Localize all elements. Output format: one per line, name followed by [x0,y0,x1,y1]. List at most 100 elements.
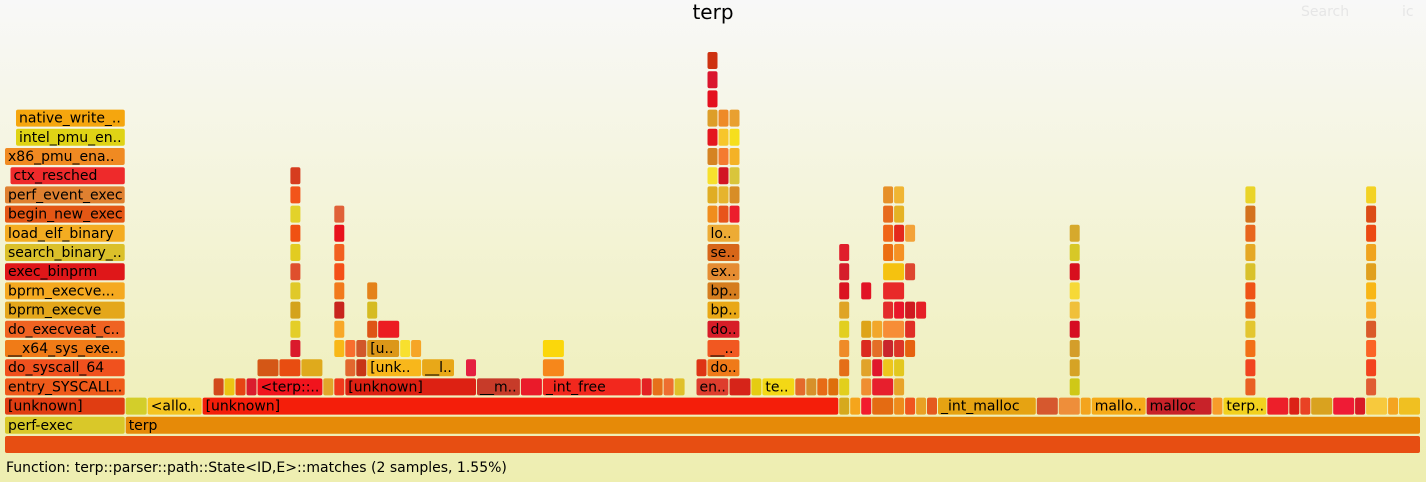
flame-frame-rect[interactable] [707,224,740,242]
flame-frame[interactable] [883,263,905,281]
flame-frame-rect[interactable] [707,186,718,204]
flame-frame[interactable] [883,244,894,261]
flame-frame[interactable]: __memmove_avx_unaligned_erms __m.. [477,378,520,396]
flame-frame[interactable] [905,397,916,415]
flame-frame-rect[interactable] [334,244,345,261]
flame-frame[interactable]: [unknown][unknown] [345,378,476,396]
flame-frame-rect[interactable] [257,359,279,377]
flame-frame-rect[interactable] [1300,397,1311,415]
flame-frame[interactable] [1058,397,1080,415]
flame-frame[interactable]: ctx_reschedctx_resched [10,167,125,185]
flame-frame-rect[interactable] [707,359,740,377]
flame-frame-rect[interactable] [334,340,345,357]
flame-frame-rect[interactable] [707,263,740,281]
flame-frame[interactable]: bprm_execve.part.0bp.. [707,301,740,319]
flame-frame-rect[interactable] [839,282,850,300]
flame-frame-rect[interactable] [707,71,718,89]
flame-frame[interactable]: search_binary_handlersearch_binary_.. [5,244,125,261]
flame-frame-rect[interactable] [1069,359,1080,377]
flame-frame[interactable] [817,378,828,396]
flame-frame[interactable] [1245,224,1256,242]
flame-frame-rect[interactable] [520,378,542,396]
flame-frame[interactable] [850,397,861,415]
flame-frame[interactable] [1069,378,1080,396]
flame-frame[interactable] [1245,378,1256,396]
flame-frame[interactable] [367,320,378,338]
flame-frame[interactable]: <terp::parser::path::Path<ID> as core::c… [257,378,323,396]
flame-frame[interactable]: native_write_msrnative_write_.. [16,109,125,127]
flame-frame-rect[interactable] [905,397,916,415]
flame-frame-rect[interactable] [762,378,795,396]
flame-frame[interactable] [290,205,301,223]
flame-frame-rect[interactable] [1245,244,1256,261]
flame-frame[interactable] [367,282,378,300]
flame-frame[interactable] [861,340,872,357]
flame-frame-rect[interactable] [916,301,927,319]
flame-frame[interactable] [641,378,652,396]
flame-frame-rect[interactable] [674,378,685,396]
flame-frame-rect[interactable] [839,378,850,396]
flame-frame[interactable] [707,128,718,146]
flame-frame[interactable] [1245,186,1256,204]
flame-frame-rect[interactable] [751,378,762,396]
flame-frame[interactable]: search_binary_handlerse.. [707,244,740,261]
flame-frame-rect[interactable] [663,378,674,396]
flame-frame-rect[interactable] [1366,224,1377,242]
flame-frame[interactable] [1333,397,1355,415]
search-button[interactable]: Search [1301,4,1350,20]
flame-frame-rect[interactable] [894,340,905,357]
flame-frame-rect[interactable] [872,378,894,396]
flame-frame[interactable]: load_elf_binaryload_elf_binary [5,224,125,242]
flame-frame[interactable]: _int_malloc _int_malloc [938,397,1036,415]
flame-frame[interactable]: do_syscall_64do_syscall_64 [5,359,125,377]
flame-frame[interactable] [334,320,345,338]
flame-frame-rect[interactable] [883,224,894,242]
flame-frame[interactable] [213,378,224,396]
flame-frame-rect[interactable] [1366,205,1377,223]
flame-frame[interactable] [905,301,916,319]
flame-frame[interactable]: __unlink_chunk [1399,397,1420,415]
flame-frame[interactable] [872,397,894,415]
flame-frame-rect[interactable] [290,186,301,204]
flame-frame-rect[interactable] [707,340,740,357]
flame-frame[interactable] [729,167,740,185]
flame-frame[interactable]: [unknown][unknown] [202,397,839,415]
flame-frame-rect[interactable] [718,128,729,146]
flame-frame[interactable] [290,224,301,242]
flame-frame-rect[interactable] [1366,263,1377,281]
flame-frame-rect[interactable] [872,397,894,415]
flame-frame-rect[interactable] [1245,224,1256,242]
flame-frame-rect[interactable] [894,224,905,242]
flame-frame[interactable] [839,359,850,377]
flame-frame-rect[interactable] [1245,320,1256,338]
flame-frame-rect[interactable] [290,282,301,300]
flame-frame[interactable] [905,340,916,357]
flame-frame-rect[interactable] [696,359,707,377]
flame-frame[interactable] [872,359,883,377]
flame-frame[interactable] [916,301,927,319]
flame-frame-rect[interactable] [707,320,740,338]
flame-frame[interactable] [1366,263,1377,281]
flame-frame[interactable] [1366,397,1388,415]
flame-frame-rect[interactable] [872,340,883,357]
flame-frame-rect[interactable] [1069,224,1080,242]
flame-frame[interactable] [883,320,905,338]
flame-frame-rect[interactable] [707,301,740,319]
flame-frame-rect[interactable] [883,263,905,281]
flame-frame[interactable] [1366,205,1377,223]
flame-frame-rect[interactable] [839,359,850,377]
flame-frame[interactable] [1245,301,1256,319]
flame-frame[interactable] [290,340,301,357]
flame-frame[interactable] [1069,282,1080,300]
flame-frame-rect[interactable] [861,320,872,338]
flame-frame-rect[interactable] [905,340,916,357]
flame-frame-rect[interactable] [894,186,905,204]
flame-frame[interactable] [883,224,894,242]
flame-frame-rect[interactable] [883,186,894,204]
flame-frame[interactable] [1366,301,1377,319]
flame-frame[interactable] [290,167,301,185]
flame-frame[interactable] [751,378,762,396]
flame-frame-rect[interactable] [334,301,345,319]
flame-frame-rect[interactable] [872,359,883,377]
